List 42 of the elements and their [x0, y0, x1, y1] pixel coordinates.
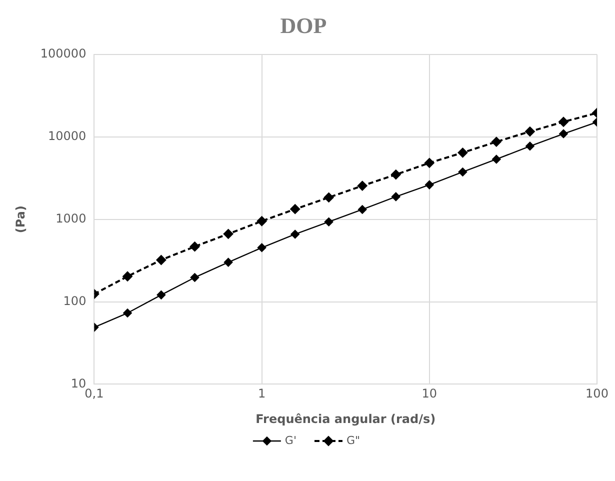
point [559, 129, 568, 138]
point [525, 126, 535, 136]
point [358, 180, 368, 191]
point [123, 308, 132, 318]
x-tick-label: 10 [422, 386, 438, 401]
point [458, 168, 468, 176]
point [458, 148, 468, 158]
point [526, 142, 534, 151]
x-tick-label: 0,1 [84, 386, 104, 401]
y-tick-label: 10000 [48, 128, 86, 143]
point [257, 243, 266, 252]
point [358, 205, 367, 214]
point [290, 230, 300, 239]
point [156, 255, 166, 265]
point [425, 180, 434, 190]
point [224, 258, 233, 267]
y-tick-label: 100 [63, 294, 86, 308]
point [492, 136, 502, 147]
y-tick-label: 100000 [40, 46, 86, 61]
point [391, 192, 400, 202]
point [223, 229, 234, 239]
chart-title: DOP [280, 12, 327, 38]
point [290, 204, 300, 214]
point [324, 192, 334, 202]
point [424, 158, 434, 168]
point [122, 272, 132, 282]
legend-label: G' [284, 434, 296, 447]
point [492, 154, 501, 164]
point [190, 242, 200, 252]
x-axis-title: Frequência angular (rad/s) [256, 412, 436, 426]
point [190, 273, 200, 282]
x-tick-label: 1 [258, 386, 266, 401]
y-tick-label: 10 [70, 376, 86, 390]
y-tick-label: 1000 [56, 211, 86, 226]
point [558, 117, 568, 127]
x-tick-label: 100 [586, 386, 608, 401]
point [391, 170, 401, 180]
point [156, 290, 166, 300]
legend-label: G" [346, 434, 360, 447]
point [257, 216, 267, 226]
point [324, 217, 334, 226]
y-axis-title: (Pa) [13, 206, 28, 234]
